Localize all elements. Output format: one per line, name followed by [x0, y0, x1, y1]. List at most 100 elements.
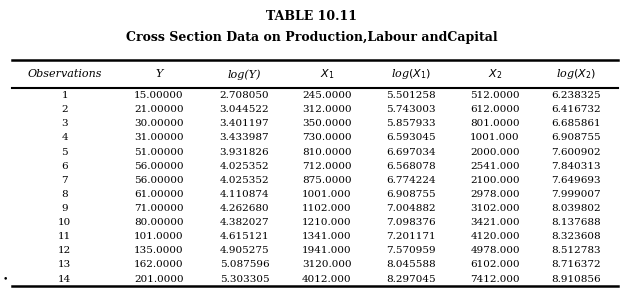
- Text: 1341.000: 1341.000: [302, 232, 352, 241]
- Text: Y: Y: [155, 70, 162, 79]
- Text: 4: 4: [61, 133, 68, 142]
- Text: 6102.000: 6102.000: [470, 260, 520, 269]
- Text: 6.685861: 6.685861: [551, 119, 600, 128]
- Text: 4.262680: 4.262680: [220, 204, 270, 213]
- Text: $X_2$: $X_2$: [488, 68, 502, 81]
- Text: 612.0000: 612.0000: [470, 105, 520, 114]
- Text: 61.00000: 61.00000: [134, 190, 183, 199]
- Text: 4978.000: 4978.000: [470, 246, 520, 255]
- Text: 801.0000: 801.0000: [470, 119, 520, 128]
- Text: 71.00000: 71.00000: [134, 204, 183, 213]
- Text: 2541.000: 2541.000: [470, 162, 520, 171]
- Text: 12: 12: [58, 246, 71, 255]
- Text: 6.908755: 6.908755: [386, 190, 436, 199]
- Text: 201.0000: 201.0000: [134, 275, 183, 283]
- Text: 7.201171: 7.201171: [386, 232, 436, 241]
- Text: 1001.000: 1001.000: [302, 190, 352, 199]
- Text: 245.0000: 245.0000: [302, 91, 352, 100]
- Text: 3120.000: 3120.000: [302, 260, 352, 269]
- Text: 6.593045: 6.593045: [386, 133, 436, 142]
- Text: 6.774224: 6.774224: [386, 176, 436, 185]
- Text: 3: 3: [61, 119, 68, 128]
- Text: 6: 6: [61, 162, 68, 171]
- Text: 2000.000: 2000.000: [470, 148, 520, 157]
- Text: 7.999007: 7.999007: [551, 190, 600, 199]
- Text: 1941.000: 1941.000: [302, 246, 352, 255]
- Text: 7.004882: 7.004882: [386, 204, 436, 213]
- Text: 4.110874: 4.110874: [220, 190, 270, 199]
- Text: 5.743003: 5.743003: [386, 105, 436, 114]
- Text: 101.0000: 101.0000: [134, 232, 183, 241]
- Text: 730.0000: 730.0000: [302, 133, 352, 142]
- Text: TABLE 10.11: TABLE 10.11: [266, 10, 358, 23]
- Text: 56.00000: 56.00000: [134, 162, 183, 171]
- Text: 8.716372: 8.716372: [551, 260, 600, 269]
- Text: 8.137688: 8.137688: [551, 218, 600, 227]
- Text: 5.303305: 5.303305: [220, 275, 270, 283]
- Text: 135.0000: 135.0000: [134, 246, 183, 255]
- Text: 2978.000: 2978.000: [470, 190, 520, 199]
- Text: 1001.000: 1001.000: [470, 133, 520, 142]
- Text: 4120.000: 4120.000: [470, 232, 520, 241]
- Text: 80.00000: 80.00000: [134, 218, 183, 227]
- Text: 3102.000: 3102.000: [470, 204, 520, 213]
- Text: 7.600902: 7.600902: [551, 148, 600, 157]
- Text: 6.238325: 6.238325: [551, 91, 600, 100]
- Text: 6.568078: 6.568078: [386, 162, 436, 171]
- Text: 1210.000: 1210.000: [302, 218, 352, 227]
- Text: 3421.000: 3421.000: [470, 218, 520, 227]
- Text: 3.433987: 3.433987: [220, 133, 270, 142]
- Text: Cross Section Data on Production,Labour andCapital: Cross Section Data on Production,Labour …: [126, 31, 498, 44]
- Text: 810.0000: 810.0000: [302, 148, 352, 157]
- Text: 7.098376: 7.098376: [386, 218, 436, 227]
- Text: •: •: [2, 275, 7, 283]
- Text: 6.697034: 6.697034: [386, 148, 436, 157]
- Text: 3.931826: 3.931826: [220, 148, 270, 157]
- Text: 4.905275: 4.905275: [220, 246, 270, 255]
- Text: 4.025352: 4.025352: [220, 162, 270, 171]
- Text: 4.382027: 4.382027: [220, 218, 270, 227]
- Text: log(Y): log(Y): [228, 69, 261, 80]
- Text: 1: 1: [61, 91, 68, 100]
- Text: 712.0000: 712.0000: [302, 162, 352, 171]
- Text: $X_1$: $X_1$: [319, 68, 334, 81]
- Text: log$(X_1)$: log$(X_1)$: [391, 68, 431, 81]
- Text: 7.649693: 7.649693: [551, 176, 600, 185]
- Text: 2.708050: 2.708050: [220, 91, 270, 100]
- Text: 4012.000: 4012.000: [302, 275, 352, 283]
- Text: 8: 8: [61, 190, 68, 199]
- Text: 6.908755: 6.908755: [551, 133, 600, 142]
- Text: 11: 11: [58, 232, 71, 241]
- Text: 1102.000: 1102.000: [302, 204, 352, 213]
- Text: 51.00000: 51.00000: [134, 148, 183, 157]
- Text: 5.501258: 5.501258: [386, 91, 436, 100]
- Text: 8.323608: 8.323608: [551, 232, 600, 241]
- Text: 350.0000: 350.0000: [302, 119, 352, 128]
- Text: 2100.000: 2100.000: [470, 176, 520, 185]
- Text: 875.0000: 875.0000: [302, 176, 352, 185]
- Text: 3.401197: 3.401197: [220, 119, 270, 128]
- Text: 7.840313: 7.840313: [551, 162, 600, 171]
- Text: 5: 5: [61, 148, 68, 157]
- Text: 5.857933: 5.857933: [386, 119, 436, 128]
- Text: 15.00000: 15.00000: [134, 91, 183, 100]
- Text: 10: 10: [58, 218, 71, 227]
- Text: 21.00000: 21.00000: [134, 105, 183, 114]
- Text: 30.00000: 30.00000: [134, 119, 183, 128]
- Text: 3.044522: 3.044522: [220, 105, 270, 114]
- Text: 5.087596: 5.087596: [220, 260, 270, 269]
- Text: 8.039802: 8.039802: [551, 204, 600, 213]
- Text: 8.512783: 8.512783: [551, 246, 600, 255]
- Text: 4.025352: 4.025352: [220, 176, 270, 185]
- Text: log$(X_2)$: log$(X_2)$: [556, 68, 596, 81]
- Text: 7412.000: 7412.000: [470, 275, 520, 283]
- Text: 2: 2: [61, 105, 68, 114]
- Text: Observations: Observations: [27, 70, 102, 79]
- Text: 8.045588: 8.045588: [386, 260, 436, 269]
- Text: 162.0000: 162.0000: [134, 260, 183, 269]
- Text: 512.0000: 512.0000: [470, 91, 520, 100]
- Text: 7.570959: 7.570959: [386, 246, 436, 255]
- Text: 8.297045: 8.297045: [386, 275, 436, 283]
- Text: 7: 7: [61, 176, 68, 185]
- Text: 13: 13: [58, 260, 71, 269]
